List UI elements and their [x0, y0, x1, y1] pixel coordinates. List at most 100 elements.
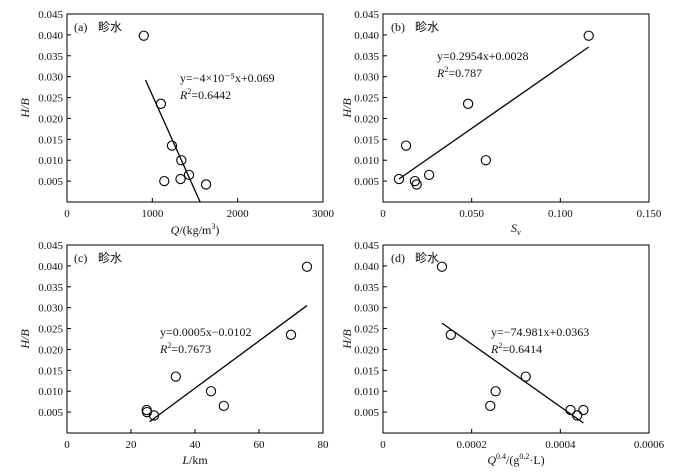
panel-c-xtick-label: 80	[318, 439, 330, 451]
panel-c-fit-line	[149, 305, 308, 423]
panel-c-data-point	[285, 329, 297, 340]
panel-b: (b) 畛水 H/B Sv y=0.2954x+0.0028 R2=0.787 …	[340, 9, 662, 237]
panel-b-tag: (b)	[391, 20, 405, 34]
panel-b-ytick-label: 0.035	[354, 51, 379, 63]
panel-c-ytick-label: 0.030	[38, 303, 63, 315]
panel-a-data-point	[175, 173, 186, 185]
panel-a-data-point	[155, 98, 167, 109]
panel-b-xtick-label: 0.050	[459, 208, 484, 220]
panel-d-ytick-label: 0.020	[354, 344, 379, 356]
panel-d-ytick-label: 0.010	[354, 386, 379, 398]
panel-c-data-point	[205, 386, 217, 397]
panel-b-ytick-label: 0.010	[354, 155, 379, 167]
panel-a-station: 畛水	[98, 19, 122, 34]
panel-c-r2: R2=0.7673	[159, 341, 211, 356]
panel-a-data-point	[159, 175, 170, 187]
panel-c-station: 畛水	[98, 250, 122, 265]
panel-d: (d) 畛水 H/B Q0.4/(g0.2·L) y=−74.981x+0.03…	[340, 240, 665, 467]
panel-c-data-point	[141, 406, 153, 418]
panel-b-xtick-label: 0	[380, 208, 386, 220]
panel-d-data-point	[445, 329, 456, 340]
panel-a-data-point	[138, 30, 149, 41]
panel-b-xtick-label: 0.100	[548, 208, 573, 220]
panel-a-data-point	[176, 155, 187, 166]
panel-c-frame	[66, 244, 324, 434]
panel-a-xlabel: Q/(kg/m3)	[171, 222, 220, 237]
panel-a-xtick-label: 3000	[312, 208, 335, 220]
panel-c-xtick-label: 60	[254, 439, 266, 451]
panel-b-station: 畛水	[415, 19, 439, 34]
panel-d-ytick-label: 0.025	[354, 324, 379, 336]
panel-d-ytick-label: 0.040	[354, 261, 379, 273]
panel-b-r2: R2=0.787	[436, 65, 482, 80]
panel-a-ytick-label: 0.045	[38, 9, 63, 21]
panel-d-station: 畛水	[415, 250, 439, 265]
panel-d-data-point	[520, 371, 531, 382]
panel-a-ytick-label: 0.025	[38, 93, 63, 105]
panel-a-data-point	[183, 169, 195, 180]
panel-a-r2: R2=0.6442	[179, 87, 231, 102]
panel-d-equation: y=−74.981x+0.0363	[491, 325, 589, 339]
panel-c-xtick-label: 20	[126, 439, 138, 451]
panel-d-frame	[382, 244, 650, 434]
panel-b-frame	[382, 13, 650, 203]
panel-b-data-point	[411, 179, 422, 190]
panel-d-r2: R2=0.6414	[490, 341, 542, 356]
panel-d-data-point	[572, 410, 583, 421]
panel-b-ytick-label: 0.040	[354, 30, 379, 42]
panel-d-data-point	[436, 261, 448, 272]
panel-c-ytick-label: 0.040	[38, 261, 63, 273]
panel-d-xtick-label: 0.0006	[634, 439, 665, 451]
panel-b-ylabel: H/B	[340, 98, 354, 119]
panel-d-ytick-label: 0.005	[354, 407, 379, 419]
panel-c-tag: (c)	[74, 251, 87, 265]
panel-a: (a) 畛水 H/B Q/(kg/m3) y=−4×10⁻⁵x+0.069 R2…	[18, 9, 335, 237]
panel-c-data-point	[301, 261, 313, 272]
panel-c-ytick-label: 0.045	[38, 240, 63, 252]
panel-c-equation: y=0.0005x−0.0102	[160, 325, 252, 339]
panel-a-data-point	[166, 140, 178, 151]
panel-c-ytick-label: 0.005	[38, 407, 63, 419]
panel-c-ytick-label: 0.010	[38, 386, 63, 398]
panel-a-ytick-label: 0.020	[38, 113, 63, 125]
panel-a-ytick-label: 0.035	[38, 51, 63, 63]
panel-d-fit-line	[441, 322, 584, 424]
panel-d-ylabel: H/B	[340, 329, 354, 350]
panel-a-data-point	[200, 179, 212, 190]
panel-b-data-point	[583, 30, 594, 41]
panel-a-xtick-label: 0	[64, 208, 70, 220]
panel-a-ytick-label: 0.010	[38, 155, 63, 167]
panel-b-ytick-label: 0.030	[354, 72, 379, 84]
panel-d-xlabel: Q0.4/(g0.2·L)	[487, 452, 544, 467]
panel-b-xlabel: Sv	[511, 221, 521, 237]
panel-b-ytick-label: 0.020	[354, 113, 379, 125]
panel-c-data-point	[218, 400, 229, 411]
panel-d-ytick-label: 0.035	[354, 282, 379, 294]
panel-a-frame	[66, 13, 324, 203]
panel-a-equation: y=−4×10⁻⁵x+0.069	[180, 71, 275, 85]
panel-d-xtick-label: 0.0004	[545, 439, 576, 451]
panel-d-data-point	[485, 400, 496, 411]
panel-a-ylabel: H/B	[18, 98, 32, 119]
panel-b-xtick-label: 0.150	[637, 208, 662, 220]
panel-c-ylabel: H/B	[18, 329, 32, 350]
panel-b-data-point	[462, 98, 474, 109]
panel-b-data-point	[423, 169, 435, 180]
panel-a-ytick-label: 0.040	[38, 30, 63, 42]
panel-d-ytick-label: 0.030	[354, 303, 379, 315]
panel-d-tag: (d)	[391, 251, 405, 265]
panel-c-data-point	[170, 371, 181, 382]
panel-c-xtick-label: 0	[64, 439, 70, 451]
panel-c-ytick-label: 0.015	[38, 365, 63, 377]
panel-c-data-point	[148, 410, 160, 421]
panel-c-xlabel: L/km	[181, 453, 208, 467]
panel-b-ytick-label: 0.025	[354, 93, 379, 105]
panel-a-ytick-label: 0.005	[38, 176, 63, 188]
panel-a-tag: (a)	[74, 20, 87, 34]
panel-a-ytick-label: 0.015	[38, 134, 63, 146]
panel-b-equation: y=0.2954x+0.0028	[437, 49, 529, 63]
panel-c-xtick-label: 40	[190, 439, 202, 451]
panel-c-ytick-label: 0.025	[38, 324, 63, 336]
panel-d-xtick-label: 0	[380, 439, 386, 451]
